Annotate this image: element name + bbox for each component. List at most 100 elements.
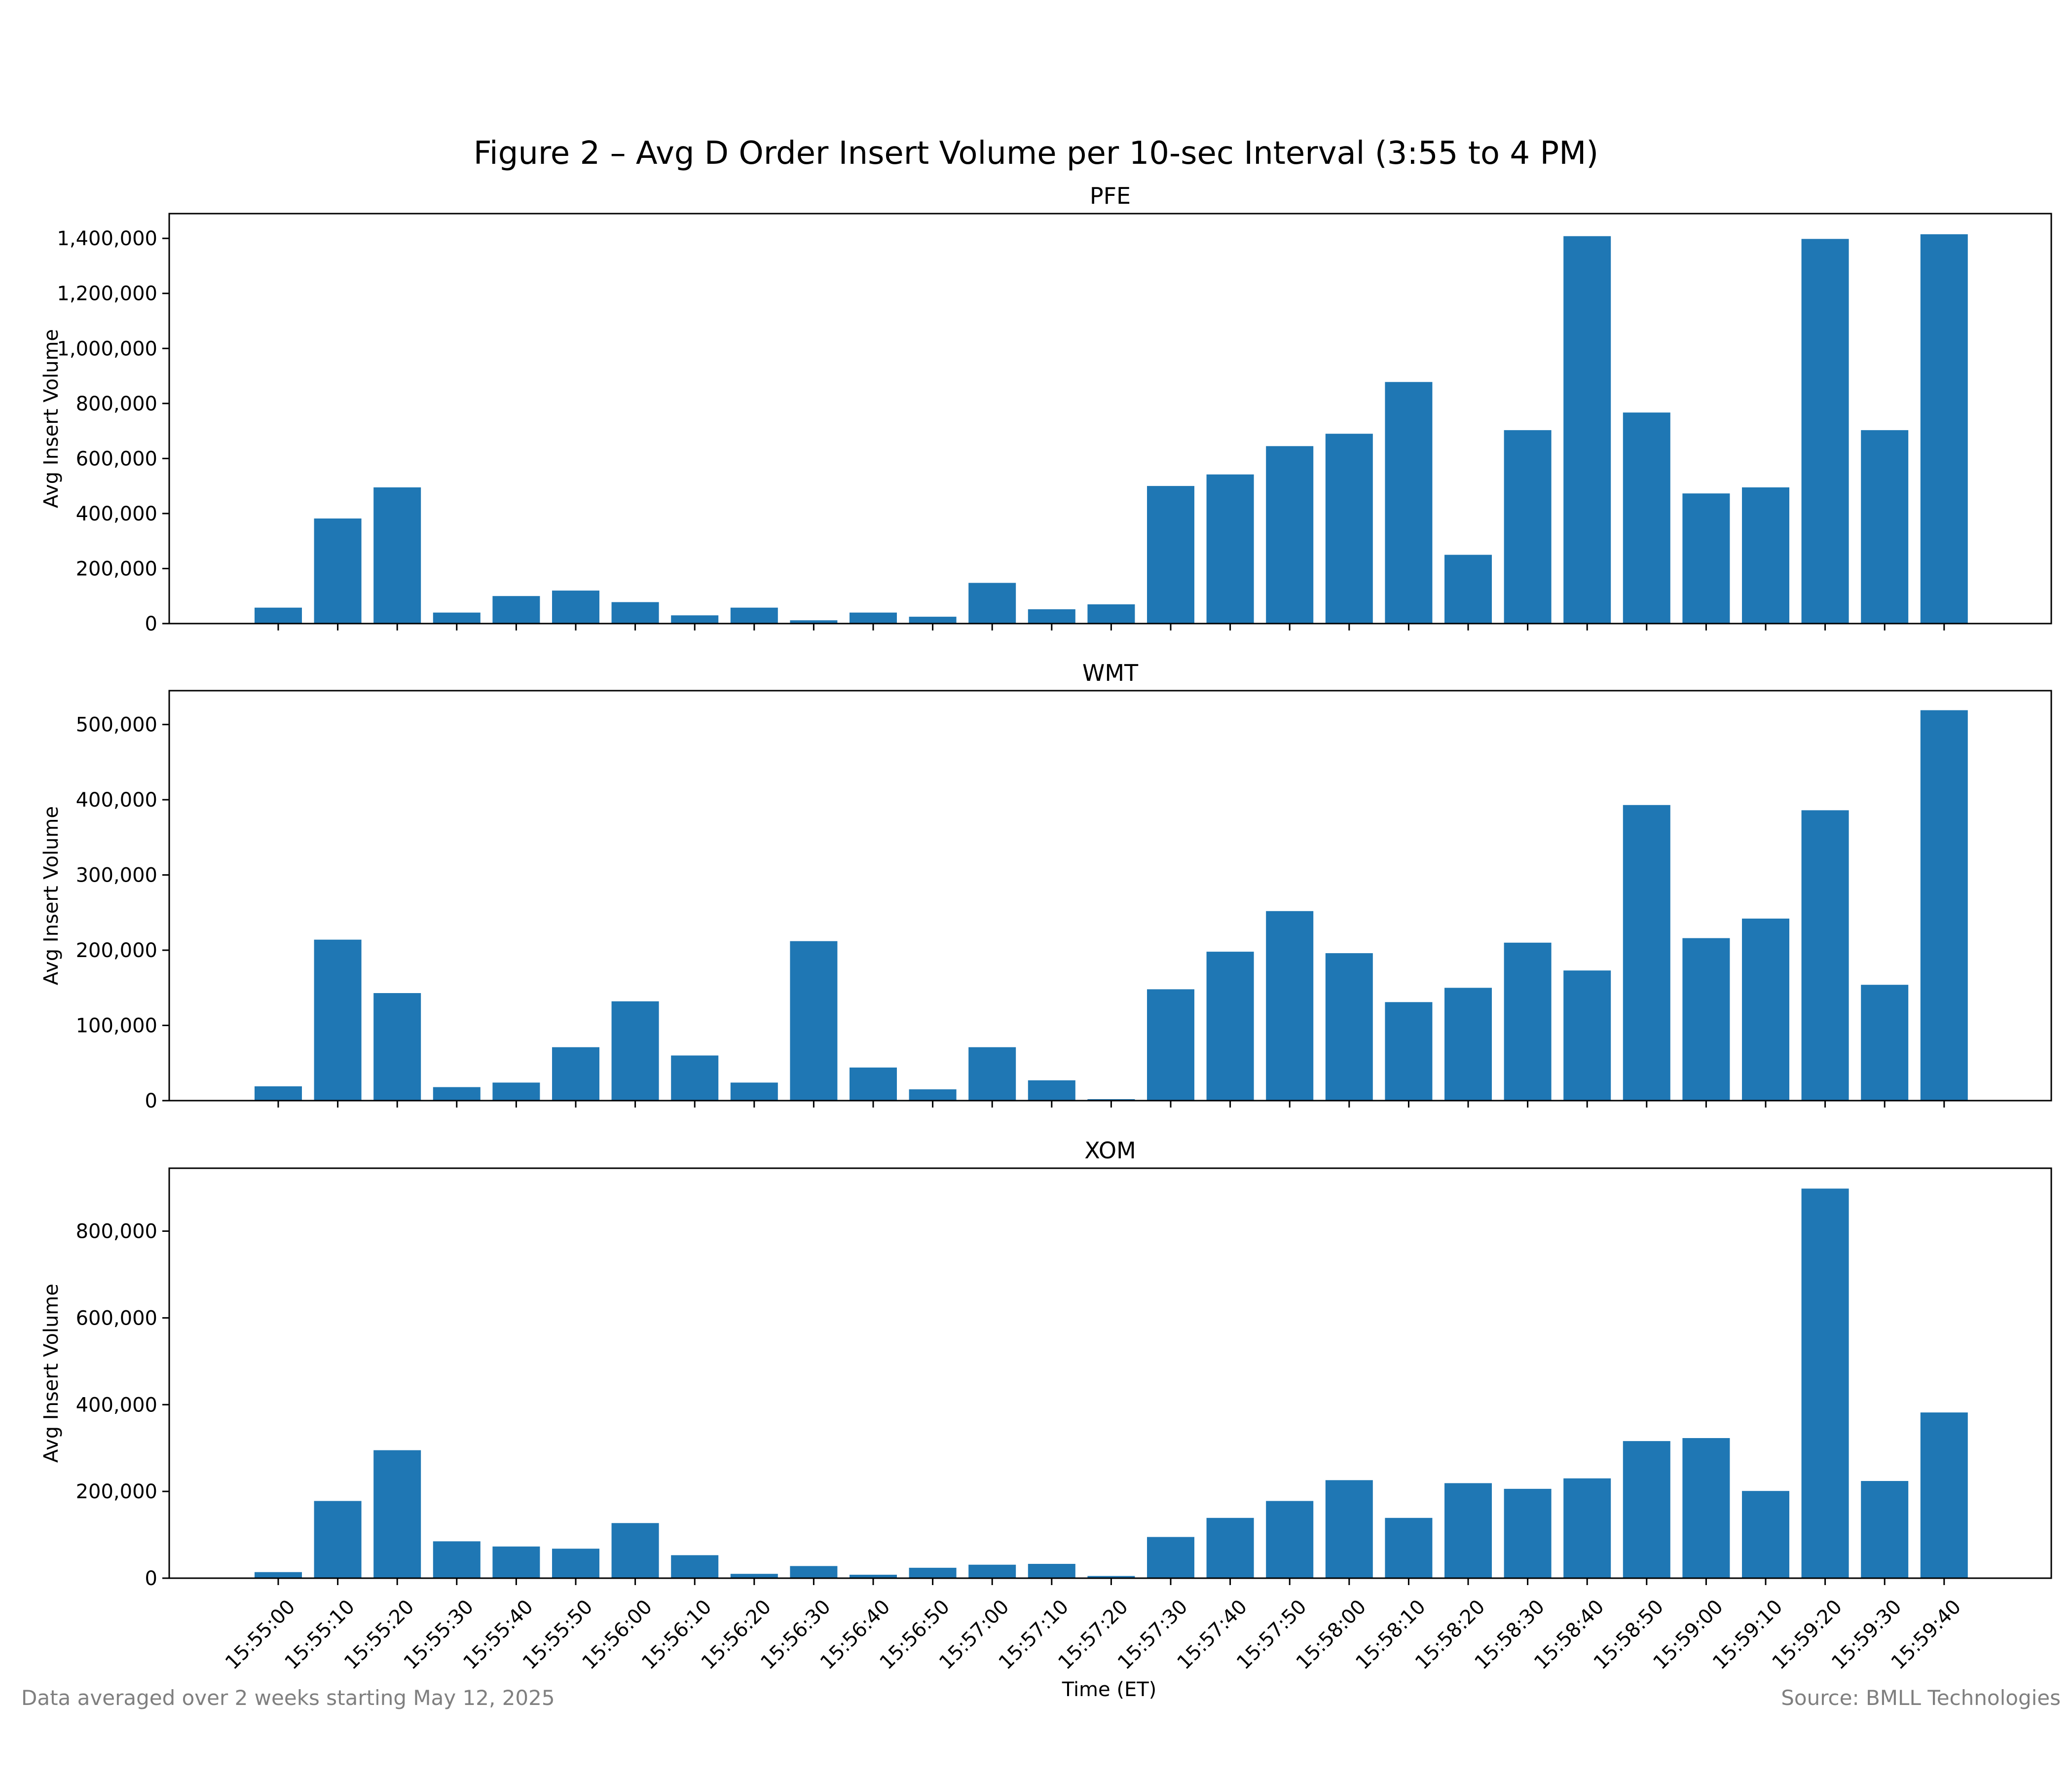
bar-wmt-155550 (552, 1047, 599, 1101)
bar-pfe-155630 (790, 620, 838, 624)
bar-xom-155830 (1504, 1488, 1552, 1578)
bar-xom-155750 (1266, 1501, 1314, 1578)
bar-pfe-155640 (850, 612, 897, 624)
y-tick-label-pfe: 1,000,000 (57, 337, 157, 360)
bar-wmt-155930 (1861, 985, 1909, 1101)
bar-wmt-155800 (1325, 953, 1373, 1101)
y-tick-label-pfe: 800,000 (76, 393, 157, 415)
bar-xom-155900 (1682, 1438, 1730, 1578)
bar-xom-155550 (552, 1549, 599, 1578)
bar-pfe-155720 (1087, 604, 1135, 624)
bar-xom-155640 (850, 1575, 897, 1578)
bar-pfe-155510 (314, 518, 362, 624)
bar-xom-155910 (1742, 1491, 1789, 1578)
bar-wmt-155710 (1028, 1080, 1075, 1101)
bar-pfe-155810 (1385, 382, 1433, 624)
bar-xom-155600 (611, 1523, 659, 1578)
bar-xom-155700 (968, 1564, 1016, 1578)
bar-pfe-155730 (1147, 486, 1194, 624)
bar-wmt-155920 (1801, 810, 1849, 1101)
bar-wmt-155510 (314, 939, 362, 1101)
bar-pfe-155900 (1682, 493, 1730, 624)
chart-panels: PFE Avg Insert Volume 0 200,000 400,000 600,0… (40, 183, 2052, 1701)
bar-xom-155500 (255, 1572, 302, 1578)
bar-wmt-155830 (1504, 942, 1552, 1101)
y-tick-label-wmt: 200,000 (76, 939, 157, 962)
footer-note: Data averaged over 2 weeks starting May … (21, 1686, 555, 1710)
bar-wmt-155750 (1266, 911, 1314, 1101)
bar-xom-155930 (1861, 1481, 1909, 1578)
y-tick-label-wmt: 400,000 (76, 789, 157, 812)
bar-wmt-155940 (1920, 710, 1968, 1101)
bar-xom-155520 (373, 1450, 421, 1578)
bar-xom-155720 (1087, 1576, 1135, 1578)
bar-xom-155740 (1206, 1517, 1254, 1578)
axes-frame-pfe (168, 213, 2052, 625)
bar-xom-155850 (1623, 1441, 1670, 1578)
bar-wmt-155840 (1563, 970, 1611, 1101)
bar-xom-155510 (314, 1501, 362, 1578)
bar-wmt-155820 (1444, 988, 1492, 1101)
bar-wmt-155530 (433, 1087, 481, 1101)
bar-xom-155530 (433, 1541, 481, 1578)
bar-xom-155540 (492, 1546, 540, 1578)
y-axis-label-wmt: Avg Insert Volume (40, 806, 63, 985)
panel-title-xom: XOM (1084, 1137, 1136, 1164)
bar-pfe-155700 (968, 583, 1016, 624)
bar-pfe-155820 (1444, 555, 1492, 624)
x-axis-label: Time (ET) (1062, 1678, 1157, 1701)
panel-title-pfe: PFE (1090, 183, 1131, 209)
y-tick-label-wmt: 0 (145, 1090, 157, 1112)
bar-pfe-155540 (492, 596, 540, 624)
y-tick-label-xom: 200,000 (76, 1480, 157, 1503)
bar-wmt-155520 (373, 993, 421, 1101)
bar-wmt-155620 (730, 1082, 778, 1101)
bar-wmt-155600 (611, 1001, 659, 1101)
bar-pfe-155910 (1742, 487, 1789, 624)
bar-wmt-155650 (909, 1089, 957, 1101)
bar-wmt-155900 (1682, 938, 1730, 1101)
bar-pfe-155710 (1028, 609, 1075, 624)
y-tick-label-wmt: 100,000 (76, 1015, 157, 1037)
bar-pfe-155500 (255, 607, 302, 624)
bar-pfe-155930 (1861, 430, 1909, 624)
bar-pfe-155600 (611, 602, 659, 624)
bar-xom-155810 (1385, 1517, 1433, 1578)
axes-frame-xom (168, 1167, 2052, 1579)
bar-xom-155820 (1444, 1483, 1492, 1578)
y-tick-label-pfe: 600,000 (76, 447, 157, 470)
panel-title-wmt: WMT (1082, 660, 1139, 686)
y-tick-label-pfe: 1,400,000 (57, 227, 157, 250)
bar-xom-155710 (1028, 1564, 1075, 1578)
axes-frame-wmt (168, 690, 2052, 1102)
y-tick-label-wmt: 300,000 (76, 864, 157, 887)
bar-wmt-155740 (1206, 952, 1254, 1101)
bar-pfe-155620 (730, 607, 778, 624)
chart-xom: XOM Avg Insert Volume 0 200,000 400,000 600,0… (40, 1137, 2052, 1701)
y-tick-label-pfe: 400,000 (76, 503, 157, 525)
chart-pfe: PFE Avg Insert Volume 0 200,000 400,000 600,0… (40, 183, 2052, 635)
bar-pfe-155830 (1504, 430, 1552, 624)
y-tick-label-pfe: 200,000 (76, 557, 157, 580)
bar-wmt-155540 (492, 1082, 540, 1101)
bar-pfe-155650 (909, 617, 957, 624)
bar-pfe-155940 (1920, 234, 1968, 624)
y-tick-label-wmt: 500,000 (76, 714, 157, 737)
bar-wmt-155640 (850, 1067, 897, 1101)
bar-pfe-155530 (433, 612, 481, 624)
bar-xom-155940 (1920, 1412, 1968, 1578)
bar-pfe-155800 (1325, 434, 1373, 624)
chart-wmt: WMT Avg Insert Volume 0 100,000 200,000 300,0… (40, 660, 2052, 1112)
bar-wmt-155610 (671, 1055, 719, 1101)
y-tick-label-pfe: 1,200,000 (57, 283, 157, 305)
bar-wmt-155700 (968, 1047, 1016, 1101)
bar-wmt-155500 (255, 1086, 302, 1101)
bar-wmt-155850 (1623, 805, 1670, 1101)
footer-source: Source: BMLL Technologies (1781, 1686, 2061, 1710)
bar-pfe-155520 (373, 487, 421, 624)
bar-wmt-155730 (1147, 989, 1194, 1101)
bar-xom-155620 (730, 1574, 778, 1578)
y-tick-label-pfe: 0 (145, 613, 157, 635)
bar-xom-155730 (1147, 1537, 1194, 1578)
